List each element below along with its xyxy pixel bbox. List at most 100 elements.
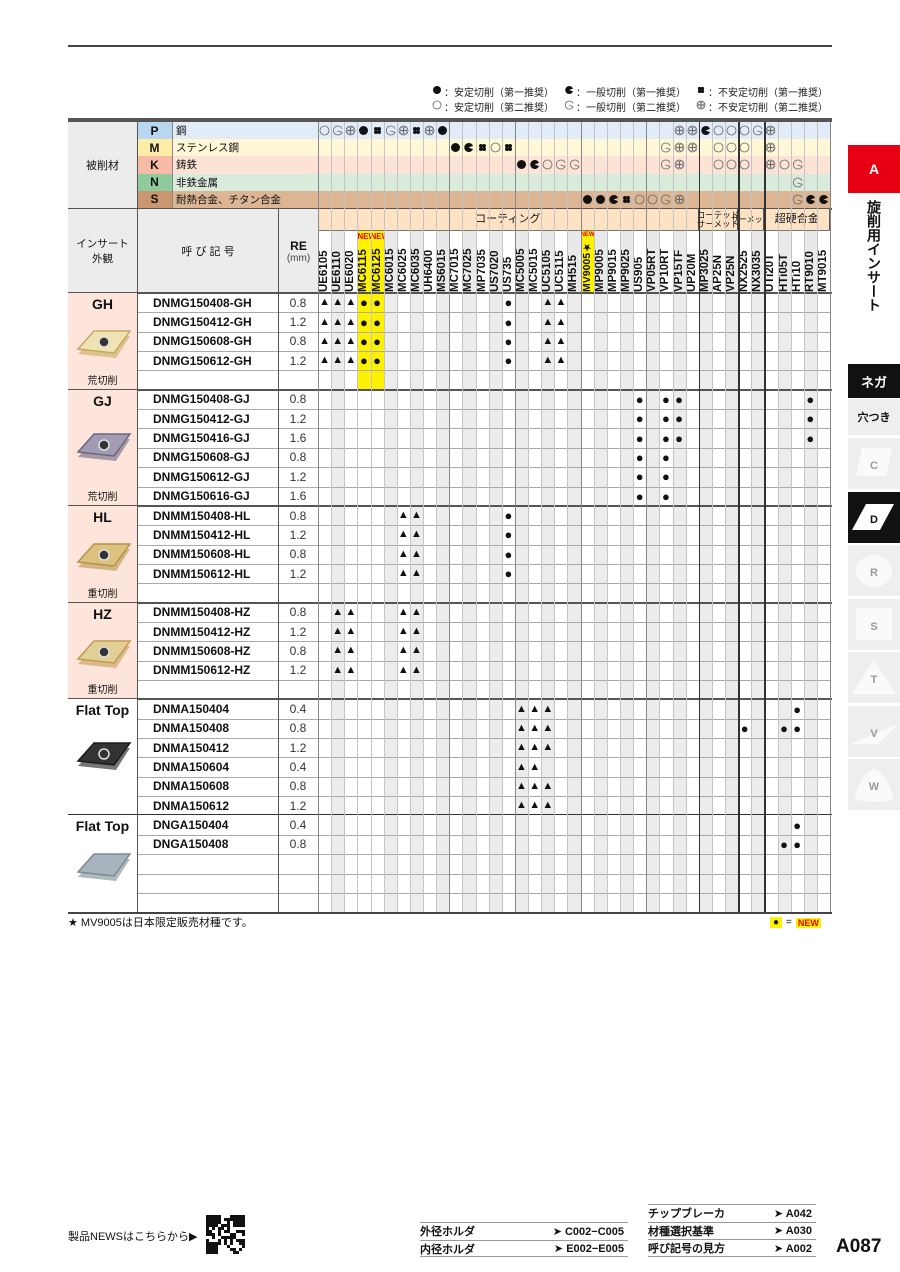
grade-mp3025[interactable]: MP3025 — [698, 249, 711, 292]
product-news-link[interactable]: 製品NEWSはこちらから▶ — [68, 1231, 198, 1243]
stable-1-icon — [594, 191, 607, 208]
triangle-icon: ▲ — [542, 741, 554, 754]
footer-link[interactable]: 内径ホルダ ➤ E002−E005 — [420, 1239, 628, 1257]
triangle-icon: ▲ — [397, 547, 409, 560]
shape-tab-w[interactable]: W — [848, 759, 900, 810]
grade-hti10[interactable]: HTi10 — [790, 260, 803, 292]
grade-nx3035[interactable]: NX3035 — [751, 250, 764, 292]
grade-vp25n[interactable]: VP25N — [725, 255, 738, 292]
grade-ue6110[interactable]: UE6110 — [331, 251, 344, 292]
grade-up20m[interactable]: UP20M — [685, 253, 698, 292]
row-line — [137, 892, 831, 894]
footer-link[interactable]: 材種選択基準 ➤ A030 — [648, 1221, 816, 1239]
grade-mt9015[interactable]: MT9015 — [817, 249, 829, 292]
grade-ms6015[interactable]: MS6015 — [436, 249, 449, 292]
iso-m: M — [137, 139, 172, 157]
re-value: 1.2 — [289, 798, 307, 813]
grade-uc5115[interactable]: UC5115 — [554, 250, 567, 292]
grade-us905[interactable]: US905 — [633, 256, 646, 292]
grade-vp05rt[interactable]: VP05RT — [646, 248, 659, 292]
grade-ap25n[interactable]: AP25N — [711, 254, 724, 292]
re-value: 1.2 — [289, 315, 307, 330]
grade-uti20t[interactable]: UTi20T — [764, 253, 777, 292]
grade-us735[interactable]: US735 — [501, 256, 514, 292]
unstable-1-icon — [410, 122, 423, 139]
general-1-icon — [607, 191, 620, 208]
re-value: 1.2 — [289, 353, 307, 368]
column-line — [698, 122, 701, 913]
row-line — [137, 680, 831, 681]
column-line — [331, 122, 333, 913]
grade-cell — [475, 230, 489, 293]
grade-mc7025[interactable]: MC7025 — [462, 248, 475, 292]
triangle-icon: ▲ — [516, 741, 527, 754]
grade-cell — [370, 230, 384, 293]
general-2-icon — [791, 174, 804, 191]
column-line — [423, 122, 425, 913]
row-line — [137, 467, 831, 469]
shape-v-icon — [848, 710, 900, 757]
footer-link[interactable]: チップブレーカ ➤ A042 — [648, 1204, 816, 1221]
grade-mc6115[interactable]: MC6115 — [357, 249, 370, 292]
grade-uh6400[interactable]: UH6400 — [423, 249, 436, 292]
unstable-1-icon — [620, 191, 633, 208]
grade-cell — [318, 230, 332, 293]
general-2-icon — [791, 156, 804, 173]
col-divider — [137, 122, 138, 913]
grade-mc6015[interactable]: MC6015 — [383, 248, 396, 292]
grade-rt9010[interactable]: RT9010 — [803, 251, 816, 292]
insert-group-flat-top: Flat Top — [68, 815, 137, 913]
column-line — [593, 122, 595, 913]
circle-icon: ● — [360, 353, 368, 369]
legend-text: ：安定切削（第二推奨） — [444, 103, 554, 114]
triangle-icon: ▲ — [516, 702, 527, 715]
shape-tab-c[interactable]: C — [848, 438, 900, 489]
grade-mp7035[interactable]: MP7035 — [475, 249, 488, 292]
circle-icon: ● — [780, 720, 789, 736]
iso-p: P — [137, 122, 172, 140]
grade-mc5005[interactable]: MC5005 — [515, 248, 527, 292]
footer-link-label: 材種選択基準 — [648, 1225, 714, 1238]
grade-ue6020[interactable]: UE6020 — [344, 250, 357, 292]
shape-tab-d[interactable]: D — [848, 491, 900, 543]
grade-mc6025[interactable]: MC6025 — [396, 248, 409, 292]
iso-n: N — [137, 173, 172, 191]
grade-mc6035[interactable]: MC6035 — [409, 248, 422, 292]
unstable-2-icon — [673, 156, 686, 173]
shape-tab-v[interactable]: V — [848, 705, 900, 757]
grade-mc5015[interactable]: MC5015 — [528, 248, 541, 292]
circle-icon: ● — [780, 836, 789, 852]
shape-tab-r[interactable]: R — [848, 545, 900, 596]
designation: DNMG150408-GJ — [153, 392, 250, 407]
grade-mh515[interactable]: MH515 — [567, 254, 580, 292]
grade-mp9005[interactable]: MP9005 — [593, 249, 606, 292]
type-tab-nega[interactable]: ネガ — [848, 364, 900, 398]
grade-vp15tf[interactable]: VP15TF — [672, 249, 685, 292]
grade-mp9025[interactable]: MP9025 — [620, 249, 633, 292]
grade-cell — [331, 230, 345, 293]
re-value: 0.8 — [289, 837, 307, 852]
grade-nx2525[interactable]: NX2525 — [738, 250, 751, 292]
re-value: 1.2 — [289, 740, 307, 755]
grade-us7020[interactable]: US7020 — [488, 250, 501, 292]
re-value: 0.8 — [289, 547, 307, 562]
section-tab-a[interactable]: A — [848, 145, 900, 193]
group-type: 重切削 — [87, 685, 118, 697]
qr-code-icon[interactable] — [206, 1215, 246, 1255]
shape-tab-s[interactable]: S — [848, 598, 900, 650]
grade-ue6105[interactable]: UE6105 — [318, 250, 331, 292]
grade-mc7015[interactable]: MC7015 — [449, 248, 462, 292]
grade-hti05t[interactable]: HTi05T — [777, 253, 790, 292]
grade-mp9015[interactable]: MP9015 — [606, 249, 619, 292]
circle-icon: ● — [740, 720, 749, 736]
grade-mv9005[interactable]: MV9005★ — [580, 240, 593, 292]
grade-uc5105[interactable]: UC5105 — [541, 249, 554, 292]
general-2-icon — [791, 191, 804, 208]
footer-link[interactable]: 呼び記号の見方 ➤ A002 — [648, 1239, 816, 1256]
grade-mc6125[interactable]: MC6125 — [370, 248, 383, 292]
shape-tab-t[interactable]: T — [848, 652, 900, 703]
footer-link[interactable]: 外径ホルダ ➤ C002−C005 — [420, 1222, 628, 1239]
grade-vp10rt[interactable]: VP10RT — [659, 248, 672, 292]
unstable-1-icon — [696, 85, 706, 98]
stable-2-icon — [712, 122, 725, 139]
